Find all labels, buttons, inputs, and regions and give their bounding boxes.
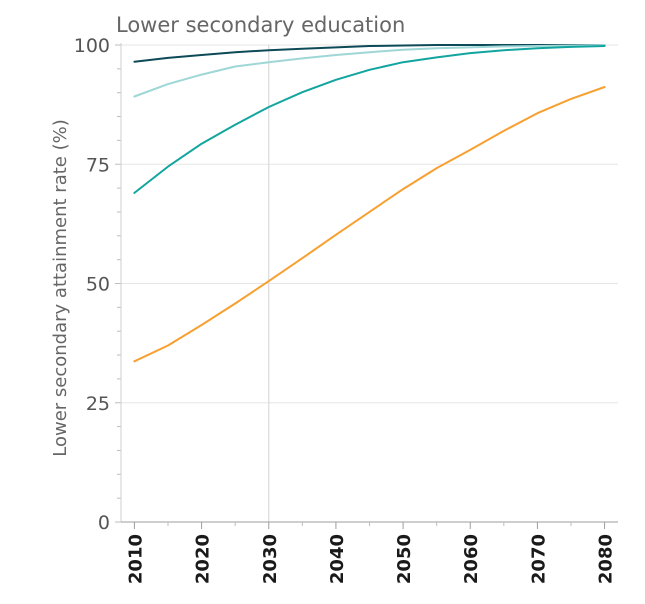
x-tick-label: 2040 [327, 534, 348, 584]
x-tick-labels: 2010 2020 2030 2040 2050 2060 2070 2080 [125, 534, 616, 584]
x-tick-label: 2030 [260, 534, 281, 584]
y-tick-labels: 0 25 50 75 100 [74, 35, 110, 534]
x-tick-label: 2050 [394, 534, 415, 584]
chart-title: Lower secondary education [116, 13, 405, 37]
x-tick-label: 2010 [125, 534, 146, 584]
series-line-1 [133, 44, 606, 63]
x-tick-label: 2060 [461, 534, 482, 584]
y-tick-label: 25 [86, 393, 110, 415]
y-tick-label: 0 [98, 512, 110, 534]
x-tick-label: 2020 [193, 534, 214, 584]
y-axis-label: Lower secondary attainment rate (%) [50, 119, 71, 456]
axes [115, 43, 618, 529]
x-tick-label: 2080 [596, 534, 617, 584]
x-tick-label: 2070 [528, 534, 549, 584]
y-tick-label: 50 [86, 274, 110, 296]
series-line-4 [133, 86, 606, 363]
grid [121, 44, 618, 404]
series-lines [133, 44, 606, 363]
series-line-2 [133, 44, 606, 98]
y-tick-label: 75 [86, 154, 110, 176]
series-line-3 [133, 45, 606, 194]
y-tick-label: 100 [74, 35, 110, 57]
